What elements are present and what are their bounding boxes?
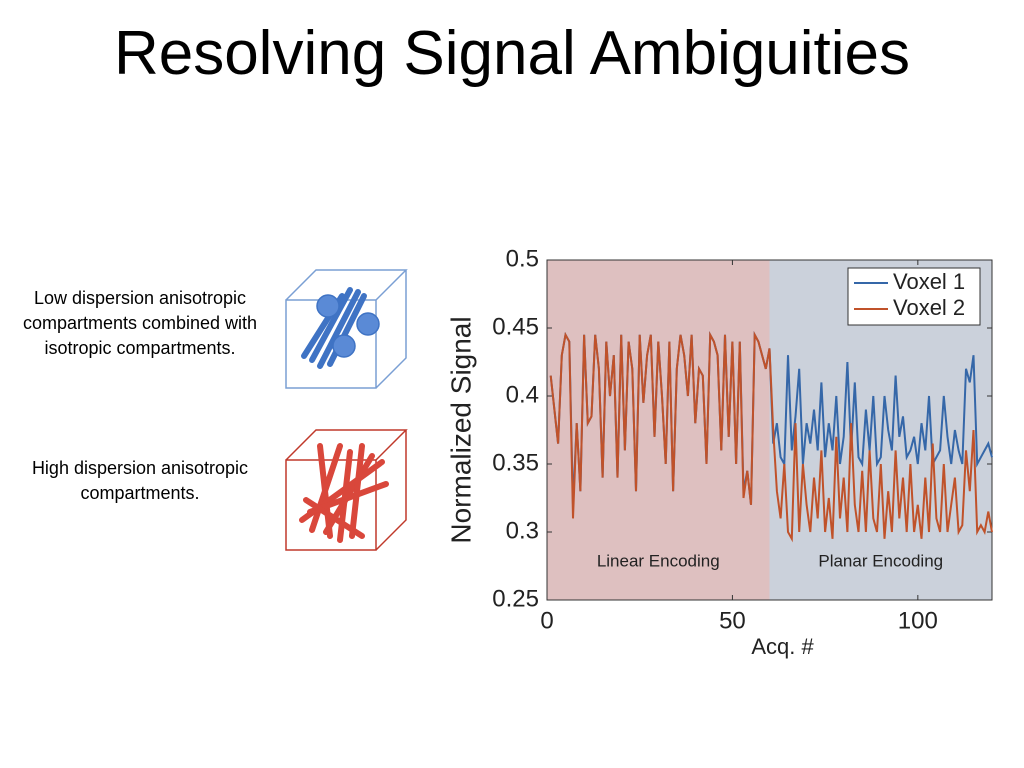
y-axis-label: Normalized Signal <box>445 316 476 543</box>
blue-cube-icon <box>285 269 408 389</box>
red-cube-icon <box>285 429 408 551</box>
x-tick-label: 50 <box>719 607 746 634</box>
y-tick-label: 0.3 <box>506 517 539 544</box>
y-tick-label: 0.5 <box>506 245 539 272</box>
legend-label: Voxel 2 <box>893 295 965 320</box>
region-label: Linear Encoding <box>597 551 720 570</box>
slide-title: Resolving Signal Ambiguities <box>113 19 911 88</box>
y-tick-label: 0.35 <box>492 449 539 476</box>
region <box>547 260 770 600</box>
series-line <box>549 331 993 543</box>
x-tick-label: 100 <box>898 607 938 634</box>
y-tick-label: 0.4 <box>506 381 539 408</box>
caption: High dispersion anisotropic compartments… <box>31 458 249 503</box>
x-axis-label: Acq. # <box>751 634 814 659</box>
y-tick-label: 0.25 <box>492 585 539 612</box>
region-label: Planar Encoding <box>818 551 943 570</box>
x-tick-label: 0 <box>540 607 553 634</box>
y-tick-label: 0.45 <box>492 313 539 340</box>
plot-frame <box>546 259 993 601</box>
caption: Low dispersion anisotropic compartments … <box>22 288 258 358</box>
legend-label: Voxel 1 <box>893 269 965 294</box>
legend-box <box>847 267 981 326</box>
